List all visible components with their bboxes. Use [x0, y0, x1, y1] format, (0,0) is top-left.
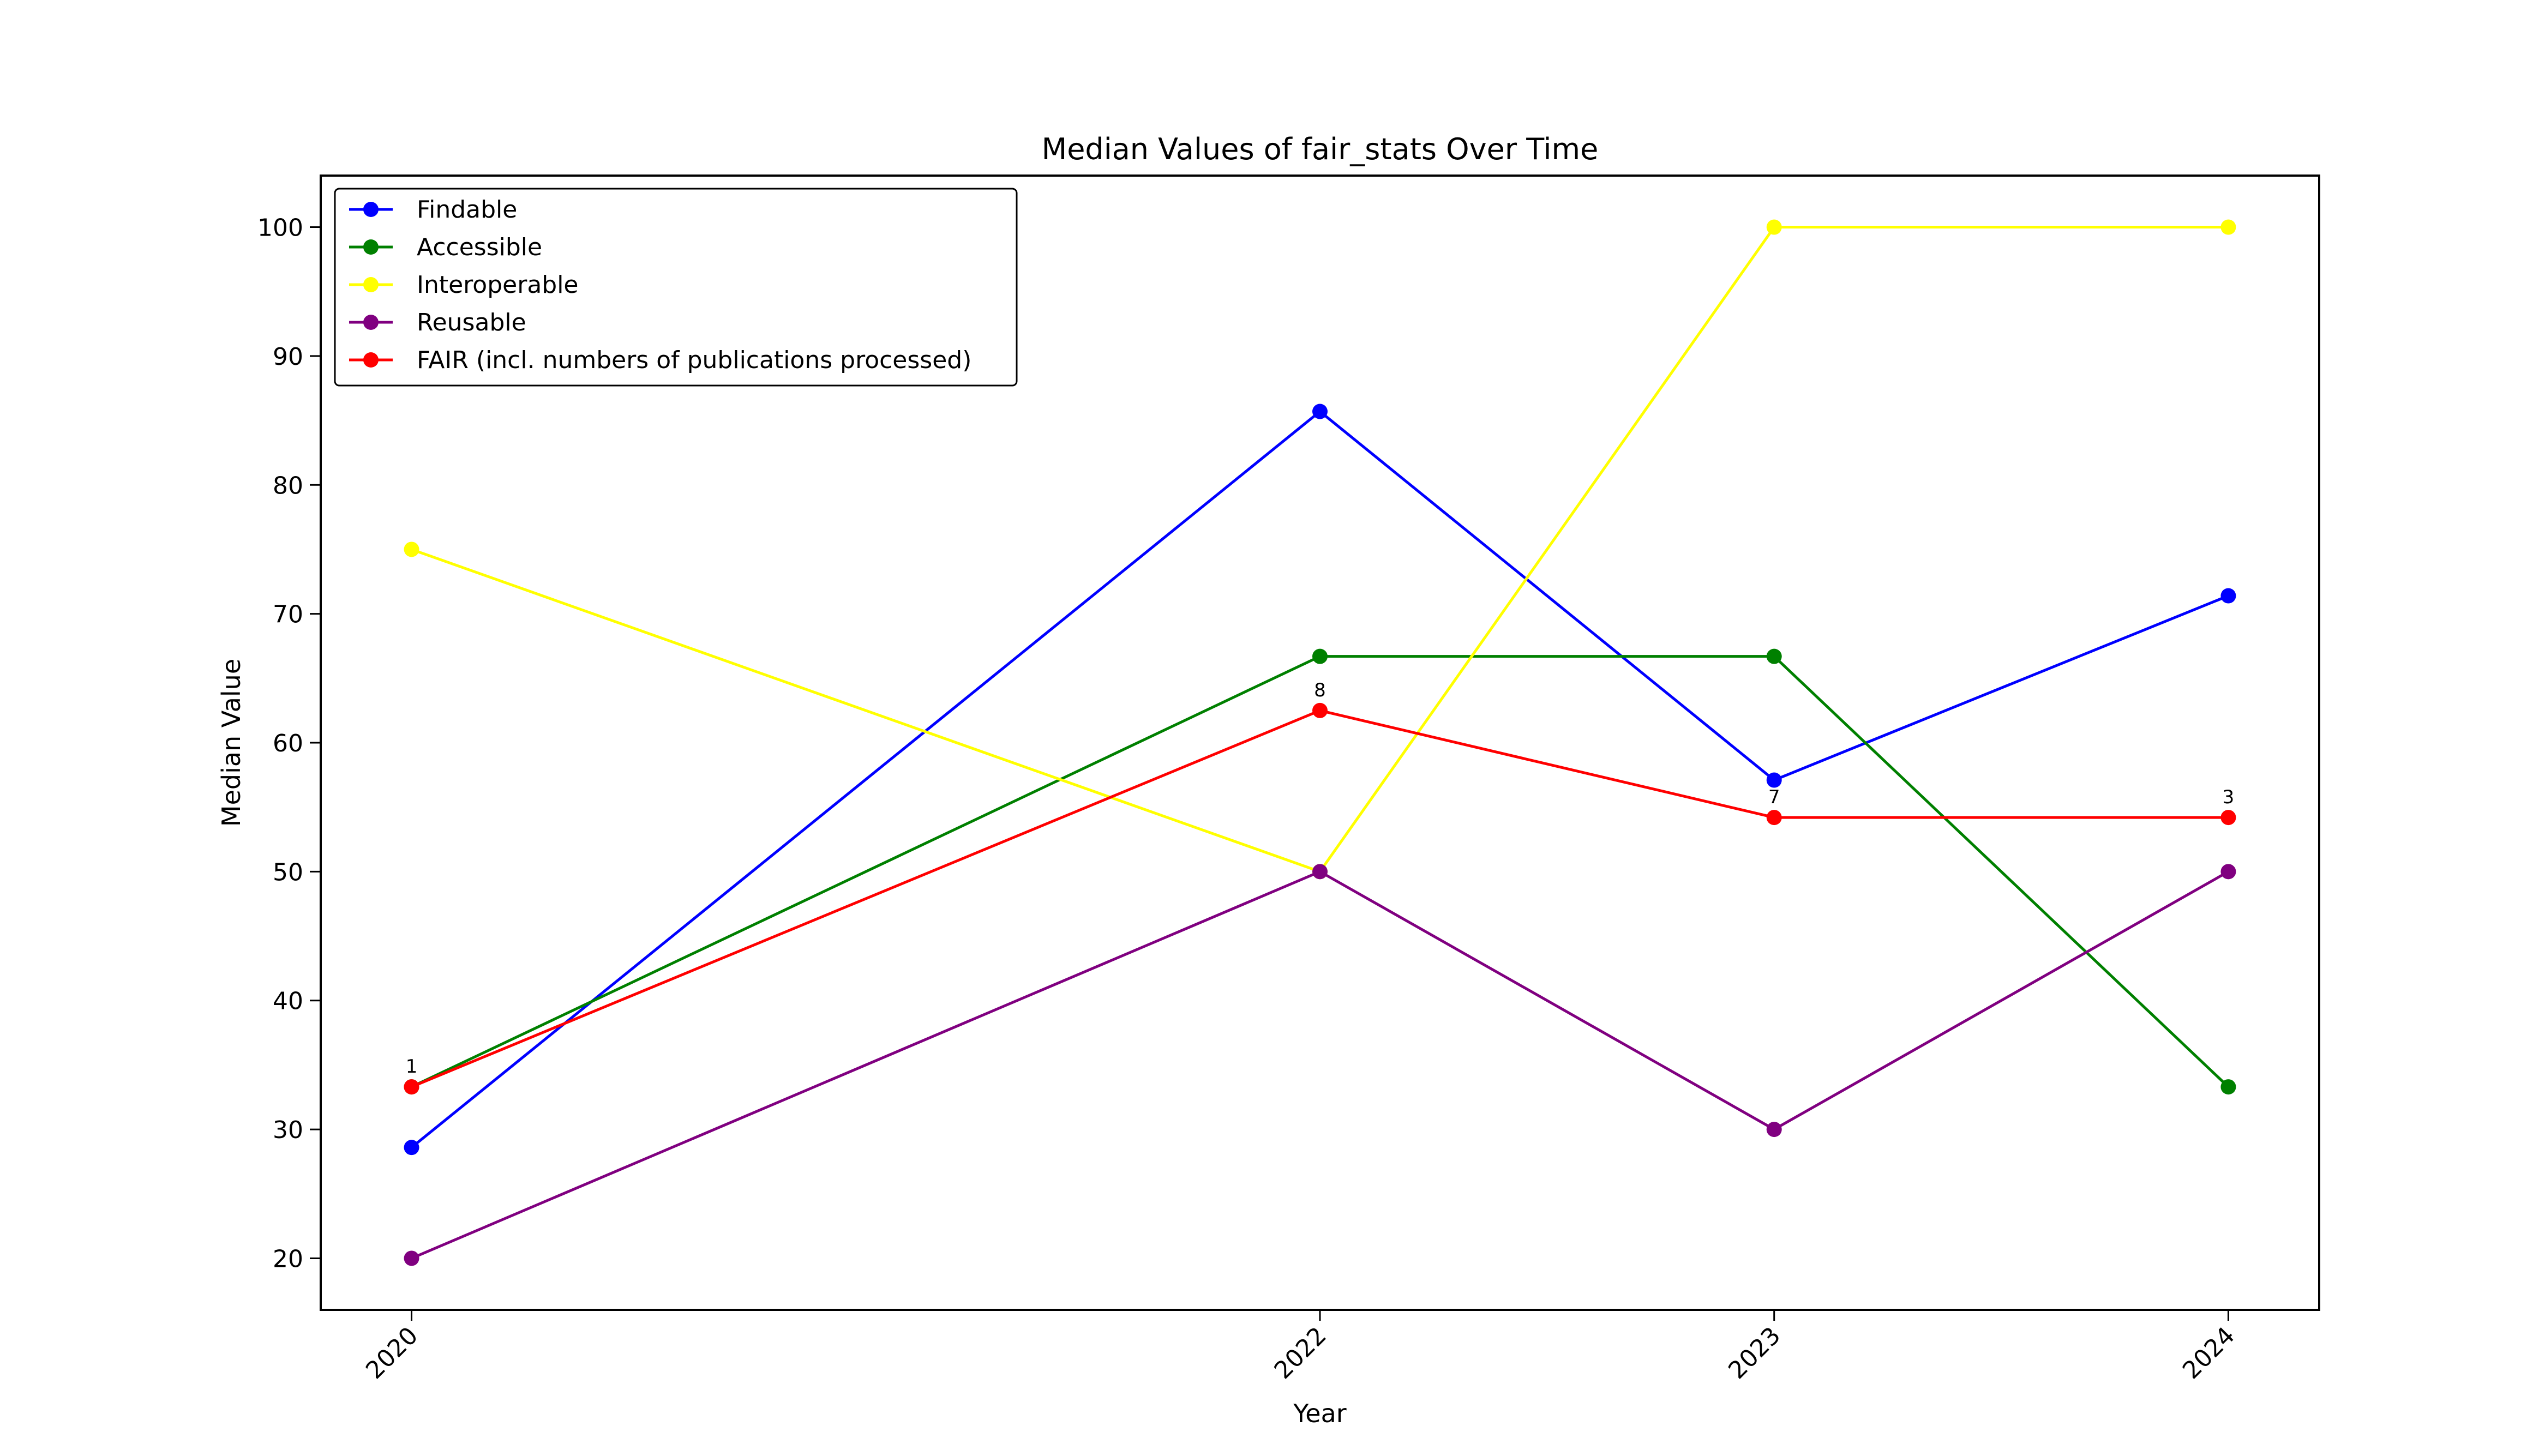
data-point-findable	[1312, 404, 1328, 419]
data-point-fair	[404, 1079, 419, 1095]
series-line-reusable	[411, 870, 2229, 1260]
data-point-findable	[1766, 772, 1782, 788]
series-line-interoperable	[411, 226, 2229, 873]
y-tick-label: 50	[273, 858, 303, 886]
y-tick-label: 30	[273, 1116, 303, 1144]
point-annotation: 8	[1314, 679, 1326, 701]
y-tick-label: 40	[273, 988, 303, 1015]
data-point-interoperable	[404, 542, 419, 557]
series-line-accessible	[411, 655, 2230, 1088]
data-point-accessible	[1312, 648, 1328, 664]
series-line-fair	[411, 709, 2229, 1088]
y-axis-label: Median Value	[217, 659, 246, 827]
legend-marker	[363, 352, 379, 368]
data-point-reusable	[1766, 1122, 1782, 1138]
legend-label: Interoperable	[417, 271, 579, 299]
y-tick-label: 20	[273, 1245, 303, 1273]
data-point-findable	[404, 1140, 419, 1156]
legend-label: Reusable	[417, 309, 526, 336]
y-axis: 20 30 40 50 60 70 80 90 100	[257, 214, 321, 1273]
data-point-interoperable	[1766, 219, 1782, 235]
point-annotation: 1	[406, 1056, 418, 1078]
series-line-findable	[410, 410, 2229, 1149]
data-point-reusable	[1312, 864, 1328, 880]
legend-marker	[363, 277, 379, 292]
data-point-reusable	[2220, 864, 2236, 880]
annotation-layer: 187 3	[406, 679, 2235, 1078]
y-tick-label: 70	[273, 601, 303, 629]
data-point-findable	[2220, 588, 2236, 604]
data-point-fair	[1312, 702, 1328, 718]
series-layer	[404, 219, 2236, 1266]
x-axis-label: Year	[1293, 1399, 1346, 1428]
data-point-accessible	[2220, 1079, 2236, 1095]
data-point-fair	[2220, 810, 2236, 826]
point-annotation: 3	[2223, 786, 2235, 808]
data-point-fair	[1766, 810, 1782, 826]
data-point-interoperable	[2220, 219, 2236, 235]
legend-marker	[363, 202, 379, 217]
chart-title: Median Values of fair_stats Over Time	[1042, 132, 1599, 166]
legend: Findable Accessible Interoperable Reusable F…	[334, 188, 1018, 387]
y-tick-label: 80	[273, 472, 303, 500]
legend-box	[334, 188, 1018, 387]
point-annotation: 7	[1768, 786, 1780, 808]
legend-label: Accessible	[417, 233, 542, 261]
legend-label: FAIR (incl. numbers of publications proc…	[417, 346, 971, 374]
y-tick-label: 90	[273, 343, 303, 371]
y-tick-label: 100	[257, 214, 303, 242]
legend-marker	[363, 239, 379, 255]
data-point-reusable	[404, 1250, 419, 1266]
y-tick-label: 60	[273, 730, 303, 757]
data-point-accessible	[1766, 648, 1782, 664]
legend-marker	[363, 315, 379, 330]
legend-label: Findable	[417, 196, 517, 224]
